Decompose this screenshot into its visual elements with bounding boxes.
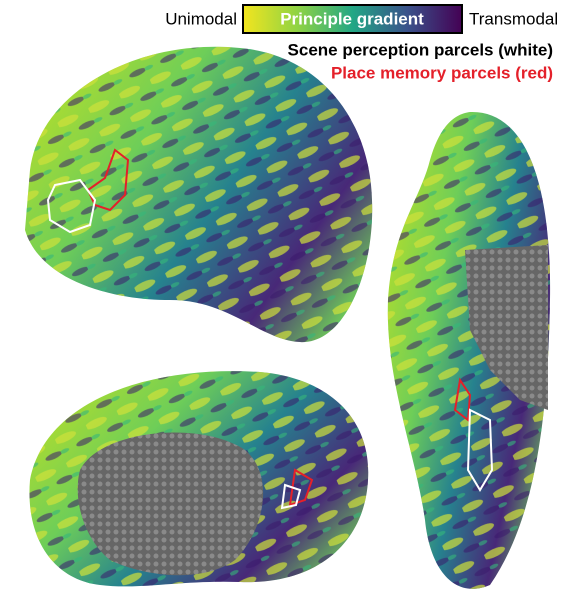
annotation-red: Place memory parcels (red) — [331, 63, 553, 82]
lateral-surface — [25, 47, 372, 342]
colorbar-right-label: Transmodal — [469, 9, 558, 28]
medial-surface — [29, 371, 368, 586]
annotation-white: Scene perception parcels (white) — [288, 40, 553, 59]
colorbar-left-label: Unimodal — [165, 9, 237, 28]
figure: Unimodal Principle gradient Transmodal S… — [0, 0, 561, 598]
figure-canvas: Unimodal Principle gradient Transmodal S… — [0, 0, 561, 598]
colorbar-title: Principle gradient — [280, 9, 424, 28]
ventral-surface — [388, 112, 550, 589]
